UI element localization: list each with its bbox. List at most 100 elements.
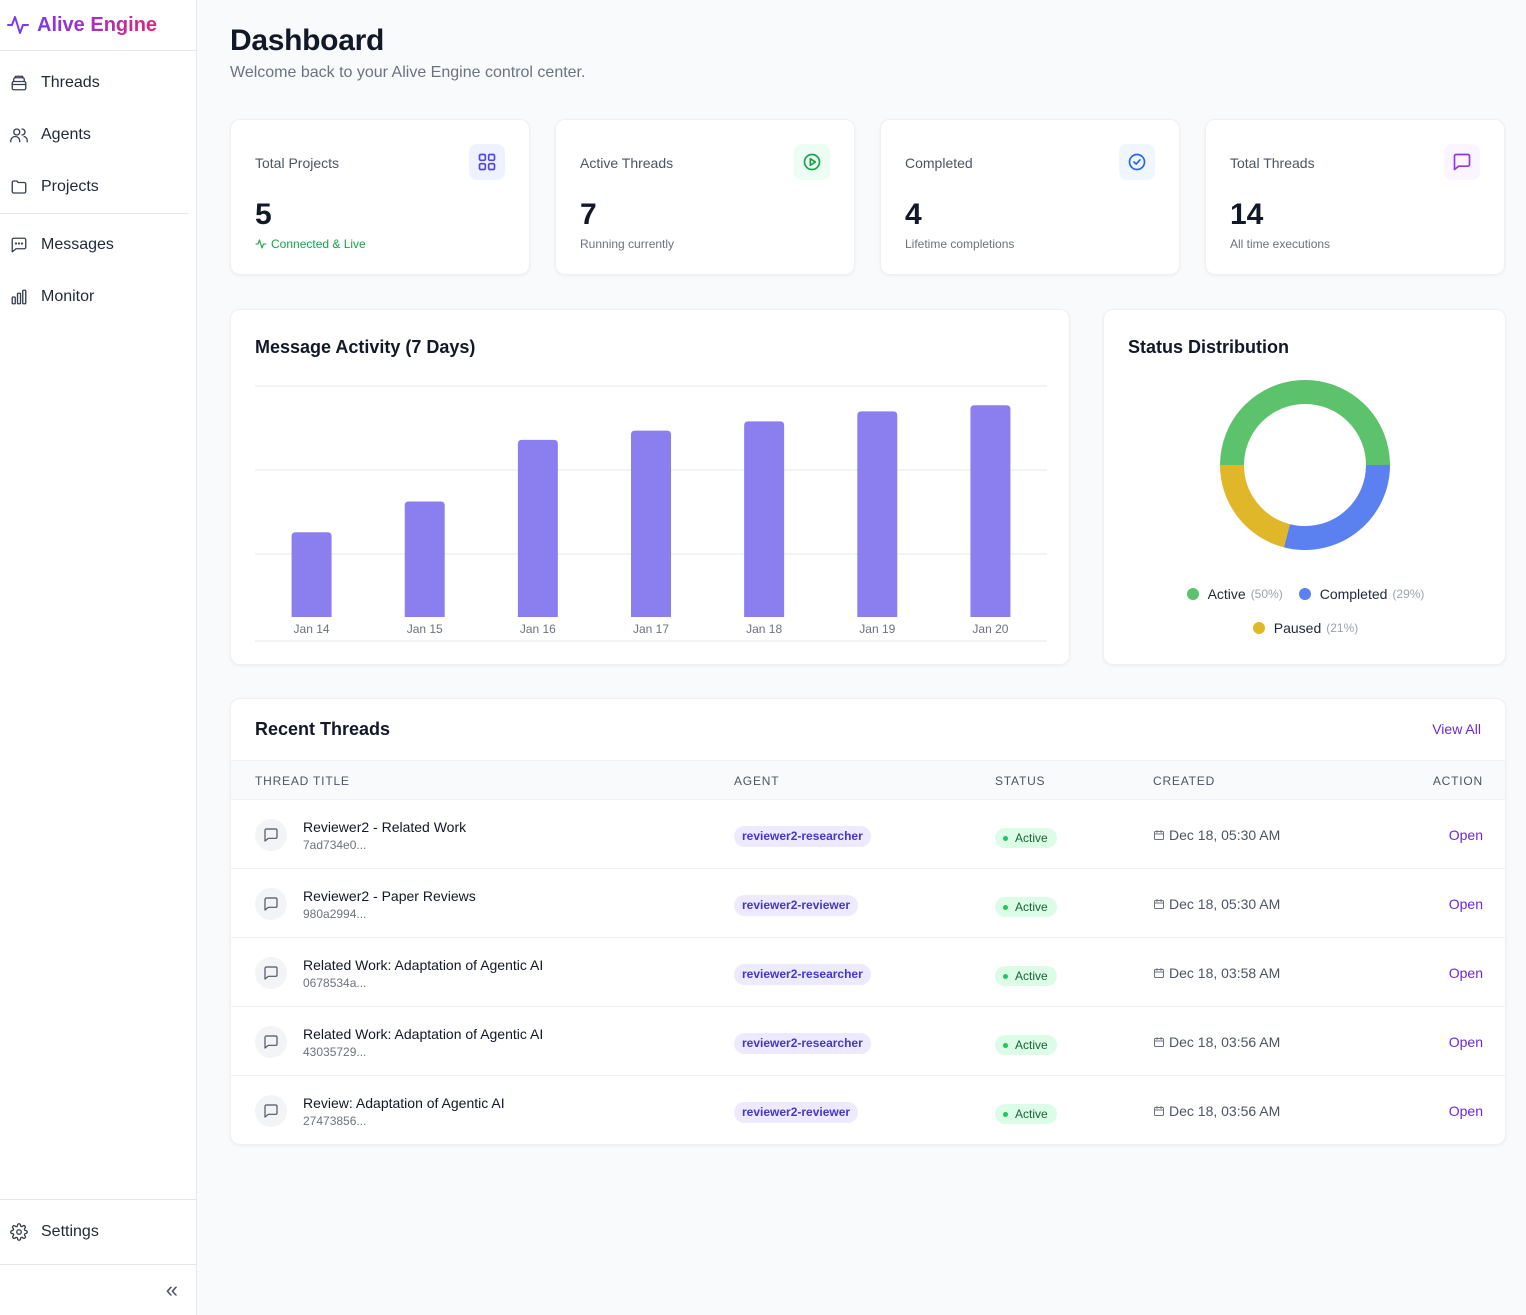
activity-pulse-icon: [255, 239, 267, 249]
sidebar-item-agents[interactable]: Agents: [0, 109, 196, 161]
message-activity-card: Message Activity (7 Days) Jan 14 Jan 15 Ja…: [230, 309, 1070, 665]
agent-badge: reviewer2-researcher: [734, 1033, 871, 1054]
table-row[interactable]: Related Work: Adaptation of Agentic AI 0…: [231, 938, 1505, 1007]
legend-percent: (21%): [1326, 621, 1359, 635]
status-dot: [1003, 973, 1008, 979]
brand-name: Alive Engine: [37, 13, 158, 36]
table-row[interactable]: Reviewer2 - Paper Reviews 980a2994... re…: [231, 869, 1505, 938]
created-cell: Dec 18, 03:56 AM: [1153, 1034, 1280, 1050]
donut-slice-paused[interactable]: [1220, 464, 1291, 548]
bar-jan-19[interactable]: [857, 411, 898, 617]
chart-title: Message Activity (7 Days): [255, 337, 476, 357]
calendar-icon: [1154, 830, 1164, 840]
agent-badge: reviewer2-reviewer: [734, 1102, 859, 1123]
bar-jan-17[interactable]: [631, 430, 671, 617]
bar-jan-15[interactable]: [404, 501, 445, 618]
donut-slice-completed[interactable]: [1283, 464, 1390, 550]
status-distribution-card: Status Distribution Active (50%) Complet…: [1103, 309, 1506, 665]
bar-jan-16[interactable]: [517, 439, 558, 617]
message-icon: [255, 888, 287, 920]
status-badge: Active: [995, 828, 1057, 848]
status-dot: [1003, 1111, 1008, 1117]
sidebar-item-threads[interactable]: Threads: [0, 57, 196, 109]
stat-sub: Running currently: [580, 237, 675, 251]
stat-value: 5: [255, 198, 272, 231]
column-header-created: CREATED: [1153, 774, 1216, 788]
calendar-icon: [1154, 968, 1164, 978]
message-icon: [255, 957, 287, 989]
stat-sub-text: Connected & Live: [271, 237, 366, 251]
brand[interactable]: Alive Engine: [0, 0, 196, 51]
agent-badge: reviewer2-reviewer: [734, 895, 859, 916]
stat-sub: All time executions: [1230, 237, 1331, 251]
status-dot: [1003, 1042, 1008, 1048]
legend-percent: (29%): [1392, 587, 1425, 601]
calendar-icon: [1154, 1037, 1164, 1047]
created-cell: Dec 18, 05:30 AM: [1153, 896, 1280, 912]
recent-threads-card: Recent Threads View All THREAD TITLE AGE…: [230, 698, 1506, 1145]
threads-table-body: Reviewer2 - Related Work 7ad734e0... rev…: [231, 800, 1505, 1144]
created-cell: Dec 18, 03:56 AM: [1153, 1103, 1280, 1119]
thread-id: 43035729...: [303, 1045, 367, 1059]
stat-label: Total Threads: [1230, 155, 1315, 171]
bar-jan-18[interactable]: [744, 421, 785, 617]
chevrons-left-icon: «: [165, 1277, 178, 1302]
thread-id: 0678534a...: [303, 976, 367, 990]
sidebar-item-monitor[interactable]: Monitor: [0, 271, 196, 323]
table-row[interactable]: Review: Adaptation of Agentic AI 2747385…: [231, 1076, 1505, 1144]
message-icon: [255, 1095, 287, 1127]
sidebar-item-projects[interactable]: Projects: [0, 161, 196, 213]
users-icon: [10, 126, 28, 144]
bar-jan-20[interactable]: [970, 405, 1011, 617]
agent-badge: reviewer2-researcher: [734, 964, 871, 985]
bar-jan-14[interactable]: [291, 532, 332, 617]
sidebar-item-settings[interactable]: Settings: [0, 1199, 196, 1265]
legend-label: Completed: [1319, 586, 1388, 602]
stat-label: Completed: [905, 155, 973, 171]
open-thread-button[interactable]: Open: [1448, 965, 1483, 981]
thread-title: Reviewer2 - Related Work: [303, 819, 467, 835]
stat-sub: Lifetime completions: [905, 237, 1015, 251]
sidebar-item-label: Threads: [41, 74, 100, 91]
sidebar-item-messages[interactable]: Messages: [0, 219, 196, 271]
legend-item-paused: Paused (21%): [1252, 620, 1359, 636]
view-all-link[interactable]: View All: [1432, 721, 1481, 737]
status-dot: [1003, 835, 1008, 841]
page-subtitle: Welcome back to your Alive Engine contro…: [230, 64, 586, 81]
table-header: THREAD TITLE AGENT STATUS CREATED ACTION: [231, 760, 1505, 800]
open-thread-button[interactable]: Open: [1448, 1103, 1483, 1119]
created-cell: Dec 18, 03:58 AM: [1153, 965, 1280, 981]
open-thread-button[interactable]: Open: [1448, 1034, 1483, 1050]
sidebar-item-label: Monitor: [41, 288, 95, 305]
message-icon: [255, 819, 287, 851]
x-tick-label: Jan 17: [633, 622, 669, 636]
x-tick-label: Jan 14: [294, 622, 330, 636]
open-thread-button[interactable]: Open: [1448, 896, 1483, 912]
message-icon: [10, 236, 28, 254]
table-row[interactable]: Related Work: Adaptation of Agentic AI 4…: [231, 1007, 1505, 1076]
x-tick-label: Jan 20: [972, 622, 1008, 636]
check-circle-icon: [1119, 144, 1155, 180]
open-thread-button[interactable]: Open: [1448, 827, 1483, 843]
x-tick-label: Jan 16: [520, 622, 556, 636]
thread-id: 980a2994...: [303, 907, 367, 921]
created-cell: Dec 18, 05:30 AM: [1153, 827, 1280, 843]
status-text: Active: [1015, 1107, 1048, 1121]
collapse-sidebar-button[interactable]: «: [0, 1265, 196, 1315]
column-header-thread-title: THREAD TITLE: [255, 774, 350, 788]
stat-value: 7: [580, 198, 597, 231]
stat-card-total-threads: Total Threads 14 All time executions: [1205, 119, 1505, 275]
stat-card-completed: Completed 4 Lifetime completions: [880, 119, 1180, 275]
sidebar-item-label: Projects: [41, 178, 99, 195]
donut-slice-active[interactable]: [1220, 380, 1390, 466]
stat-card-active-threads: Active Threads 7 Running currently: [555, 119, 855, 275]
calendar-icon: [1154, 899, 1164, 909]
thread-id: 27473856...: [303, 1114, 367, 1128]
table-row[interactable]: Reviewer2 - Related Work 7ad734e0... rev…: [231, 800, 1505, 869]
legend-item-active: Active (50%): [1186, 586, 1283, 602]
message-activity-chart: Jan 14 Jan 15 Jan 16 Jan 17 Jan 18 Jan 19 Jan …: [255, 385, 1047, 642]
chart-title: Status Distribution: [1128, 337, 1289, 357]
grid-icon: [469, 144, 505, 180]
agent-badge: reviewer2-researcher: [734, 826, 871, 847]
status-badge: Active: [995, 897, 1057, 917]
